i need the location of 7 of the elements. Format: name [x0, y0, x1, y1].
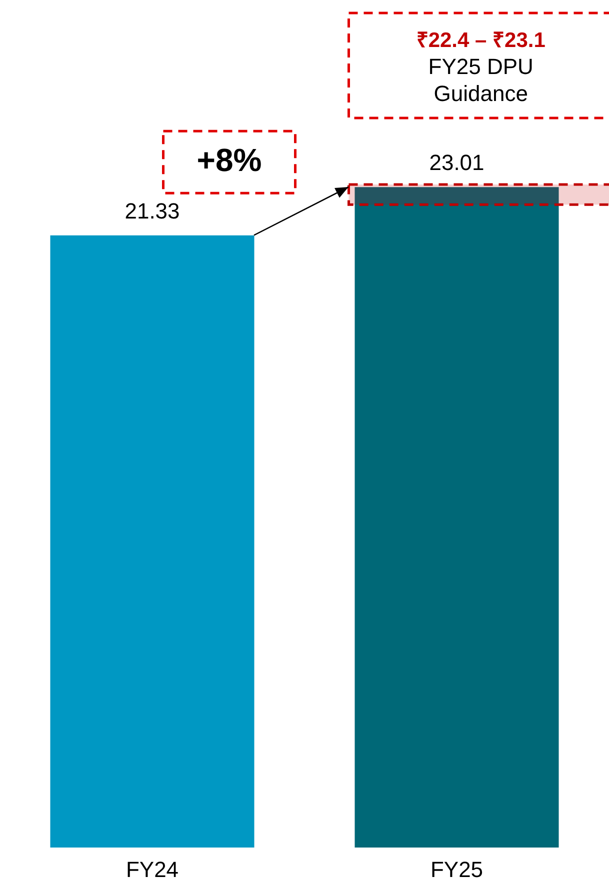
data-label: 23.01 — [429, 150, 484, 176]
text: ₹22.4 – ₹23.1 — [416, 28, 546, 52]
text: +8% — [196, 142, 262, 178]
x-tick-label: FY24 — [126, 856, 179, 882]
x-tick-label: FY25 — [430, 856, 484, 882]
data-label: 21.33 — [124, 198, 180, 224]
text: FY25 DPU Guidance — [428, 54, 534, 106]
